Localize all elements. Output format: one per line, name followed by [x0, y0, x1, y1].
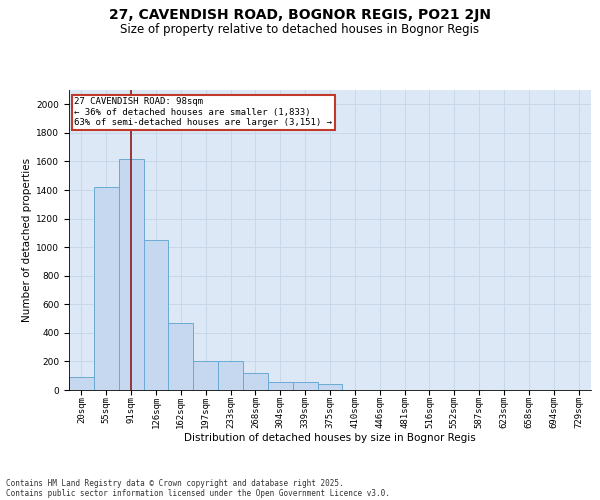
Bar — [218, 362, 243, 390]
Bar — [169, 323, 193, 390]
Bar — [119, 158, 143, 390]
Bar — [268, 382, 293, 390]
Text: Contains HM Land Registry data © Crown copyright and database right 2025.: Contains HM Land Registry data © Crown c… — [6, 478, 344, 488]
Text: 27 CAVENDISH ROAD: 98sqm
← 36% of detached houses are smaller (1,833)
63% of sem: 27 CAVENDISH ROAD: 98sqm ← 36% of detach… — [74, 98, 332, 128]
X-axis label: Distribution of detached houses by size in Bognor Regis: Distribution of detached houses by size … — [184, 432, 476, 442]
Bar — [94, 187, 119, 390]
Text: 27, CAVENDISH ROAD, BOGNOR REGIS, PO21 2JN: 27, CAVENDISH ROAD, BOGNOR REGIS, PO21 2… — [109, 8, 491, 22]
Bar — [293, 382, 317, 390]
Text: Size of property relative to detached houses in Bognor Regis: Size of property relative to detached ho… — [121, 22, 479, 36]
Bar — [317, 384, 343, 390]
Y-axis label: Number of detached properties: Number of detached properties — [22, 158, 32, 322]
Bar — [69, 377, 94, 390]
Bar — [143, 240, 169, 390]
Bar — [243, 373, 268, 390]
Text: Contains public sector information licensed under the Open Government Licence v3: Contains public sector information licen… — [6, 488, 390, 498]
Bar — [193, 362, 218, 390]
